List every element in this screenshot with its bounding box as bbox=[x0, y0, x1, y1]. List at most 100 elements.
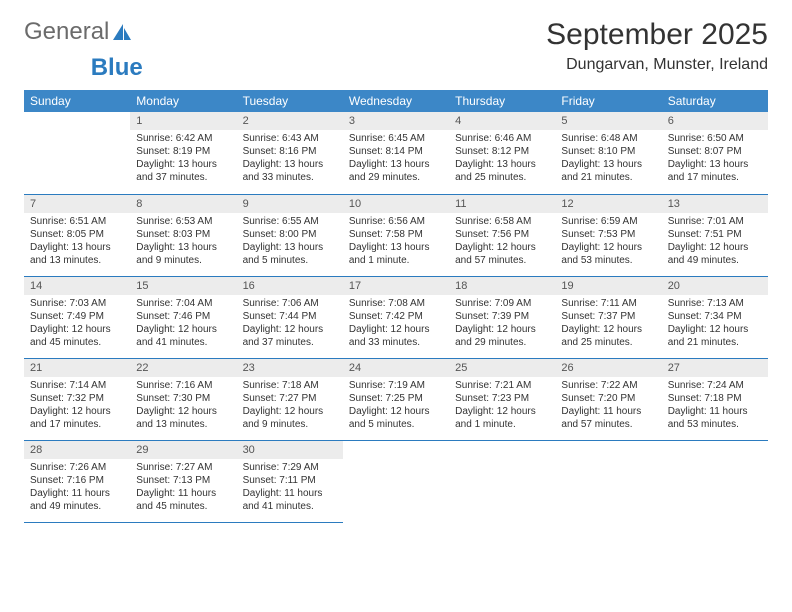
daylight-text: Daylight: 13 hours and 5 minutes. bbox=[243, 241, 337, 267]
sunrise-text: Sunrise: 7:11 AM bbox=[561, 297, 655, 310]
cell-body: Sunrise: 7:24 AMSunset: 7:18 PMDaylight:… bbox=[662, 377, 768, 435]
sunrise-text: Sunrise: 7:26 AM bbox=[30, 461, 124, 474]
day-number: 12 bbox=[555, 195, 661, 213]
sunset-text: Sunset: 7:16 PM bbox=[30, 474, 124, 487]
sunset-text: Sunset: 7:44 PM bbox=[243, 310, 337, 323]
calendar-cell: 10Sunrise: 6:56 AMSunset: 7:58 PMDayligh… bbox=[343, 194, 449, 276]
daylight-text: Daylight: 12 hours and 37 minutes. bbox=[243, 323, 337, 349]
day-number: 30 bbox=[237, 441, 343, 459]
day-number: 27 bbox=[662, 359, 768, 377]
daylight-text: Daylight: 12 hours and 21 minutes. bbox=[668, 323, 762, 349]
weekday-header: Saturday bbox=[662, 90, 768, 112]
day-number: 7 bbox=[24, 195, 130, 213]
calendar-week-row: 28Sunrise: 7:26 AMSunset: 7:16 PMDayligh… bbox=[24, 440, 768, 522]
cell-body: Sunrise: 6:50 AMSunset: 8:07 PMDaylight:… bbox=[662, 130, 768, 188]
cell-body: Sunrise: 7:13 AMSunset: 7:34 PMDaylight:… bbox=[662, 295, 768, 353]
sunrise-text: Sunrise: 6:45 AM bbox=[349, 132, 443, 145]
day-number: 3 bbox=[343, 112, 449, 130]
daylight-text: Daylight: 13 hours and 33 minutes. bbox=[243, 158, 337, 184]
calendar-cell: 9Sunrise: 6:55 AMSunset: 8:00 PMDaylight… bbox=[237, 194, 343, 276]
brand-blue-wrap: GenerBlue bbox=[24, 54, 768, 82]
calendar-cell: 20Sunrise: 7:13 AMSunset: 7:34 PMDayligh… bbox=[662, 276, 768, 358]
daylight-text: Daylight: 13 hours and 29 minutes. bbox=[349, 158, 443, 184]
daylight-text: Daylight: 12 hours and 13 minutes. bbox=[136, 405, 230, 431]
weekday-header: Wednesday bbox=[343, 90, 449, 112]
sunset-text: Sunset: 8:07 PM bbox=[668, 145, 762, 158]
calendar-cell: 16Sunrise: 7:06 AMSunset: 7:44 PMDayligh… bbox=[237, 276, 343, 358]
cell-body: Sunrise: 6:56 AMSunset: 7:58 PMDaylight:… bbox=[343, 213, 449, 271]
day-number: 2 bbox=[237, 112, 343, 130]
daylight-text: Daylight: 12 hours and 17 minutes. bbox=[30, 405, 124, 431]
daylight-text: Daylight: 13 hours and 21 minutes. bbox=[561, 158, 655, 184]
brand-logo: General bbox=[24, 18, 133, 46]
daylight-text: Daylight: 11 hours and 41 minutes. bbox=[243, 487, 337, 513]
sunset-text: Sunset: 8:05 PM bbox=[30, 228, 124, 241]
sunrise-text: Sunrise: 7:13 AM bbox=[668, 297, 762, 310]
daylight-text: Daylight: 12 hours and 45 minutes. bbox=[30, 323, 124, 349]
day-number: 8 bbox=[130, 195, 236, 213]
sunrise-text: Sunrise: 6:42 AM bbox=[136, 132, 230, 145]
sunrise-text: Sunrise: 7:01 AM bbox=[668, 215, 762, 228]
calendar-cell: 6Sunrise: 6:50 AMSunset: 8:07 PMDaylight… bbox=[662, 112, 768, 194]
calendar-cell: 22Sunrise: 7:16 AMSunset: 7:30 PMDayligh… bbox=[130, 358, 236, 440]
sunrise-text: Sunrise: 7:08 AM bbox=[349, 297, 443, 310]
calendar-cell: 30Sunrise: 7:29 AMSunset: 7:11 PMDayligh… bbox=[237, 440, 343, 522]
daylight-text: Daylight: 12 hours and 25 minutes. bbox=[561, 323, 655, 349]
calendar-cell bbox=[24, 112, 130, 194]
day-number: 26 bbox=[555, 359, 661, 377]
calendar-cell bbox=[662, 440, 768, 522]
sunset-text: Sunset: 7:53 PM bbox=[561, 228, 655, 241]
sunset-text: Sunset: 7:25 PM bbox=[349, 392, 443, 405]
sunrise-text: Sunrise: 6:43 AM bbox=[243, 132, 337, 145]
calendar-cell: 12Sunrise: 6:59 AMSunset: 7:53 PMDayligh… bbox=[555, 194, 661, 276]
daylight-text: Daylight: 13 hours and 1 minute. bbox=[349, 241, 443, 267]
weekday-header-row: SundayMondayTuesdayWednesdayThursdayFrid… bbox=[24, 90, 768, 112]
sunrise-text: Sunrise: 7:27 AM bbox=[136, 461, 230, 474]
cell-body: Sunrise: 6:45 AMSunset: 8:14 PMDaylight:… bbox=[343, 130, 449, 188]
daylight-text: Daylight: 11 hours and 49 minutes. bbox=[30, 487, 124, 513]
month-title: September 2025 bbox=[546, 18, 768, 52]
day-number: 13 bbox=[662, 195, 768, 213]
calendar-cell: 11Sunrise: 6:58 AMSunset: 7:56 PMDayligh… bbox=[449, 194, 555, 276]
day-number: 17 bbox=[343, 277, 449, 295]
calendar-cell bbox=[555, 440, 661, 522]
daylight-text: Daylight: 12 hours and 29 minutes. bbox=[455, 323, 549, 349]
calendar-cell: 2 Sunrise: 6:43 AMSunset: 8:16 PMDaylight… bbox=[237, 112, 343, 194]
cell-body: Sunrise: 7:09 AMSunset: 7:39 PMDaylight:… bbox=[449, 295, 555, 353]
calendar-cell: 19 Sunrise: 7:11 AMSunset: 7:37 PMDayligh… bbox=[555, 276, 661, 358]
sunrise-text: Sunrise: 6:55 AM bbox=[243, 215, 337, 228]
calendar-cell: 29Sunrise: 7:27 AMSunset: 7:13 PMDayligh… bbox=[130, 440, 236, 522]
sunrise-text: Sunrise: 7:09 AM bbox=[455, 297, 549, 310]
calendar-cell: 13Sunrise: 7:01 AMSunset: 7:51 PMDayligh… bbox=[662, 194, 768, 276]
daylight-text: Daylight: 11 hours and 53 minutes. bbox=[668, 405, 762, 431]
sunrise-text: Sunrise: 7:14 AM bbox=[30, 379, 124, 392]
daylight-text: Daylight: 12 hours and 49 minutes. bbox=[668, 241, 762, 267]
sunrise-text: Sunrise: 7:19 AM bbox=[349, 379, 443, 392]
calendar-cell: 14Sunrise: 7:03 AMSunset: 7:49 PMDayligh… bbox=[24, 276, 130, 358]
daylight-text: Daylight: 12 hours and 33 minutes. bbox=[349, 323, 443, 349]
sunset-text: Sunset: 7:34 PM bbox=[668, 310, 762, 323]
day-number: 14 bbox=[24, 277, 130, 295]
cell-body: Sunrise: 7:29 AMSunset: 7:11 PMDaylight:… bbox=[237, 459, 343, 517]
calendar-cell: 27Sunrise: 7:24 AMSunset: 7:18 PMDayligh… bbox=[662, 358, 768, 440]
day-number: 19 bbox=[555, 277, 661, 295]
sunset-text: Sunset: 7:37 PM bbox=[561, 310, 655, 323]
calendar-cell bbox=[449, 440, 555, 522]
sunset-text: Sunset: 7:39 PM bbox=[455, 310, 549, 323]
calendar-table: SundayMondayTuesdayWednesdayThursdayFrid… bbox=[24, 90, 768, 523]
sunrise-text: Sunrise: 6:58 AM bbox=[455, 215, 549, 228]
day-number: 22 bbox=[130, 359, 236, 377]
weekday-header: Sunday bbox=[24, 90, 130, 112]
day-number: 21 bbox=[24, 359, 130, 377]
cell-body: Sunrise: 7:01 AMSunset: 7:51 PMDaylight:… bbox=[662, 213, 768, 271]
sunset-text: Sunset: 8:16 PM bbox=[243, 145, 337, 158]
calendar-week-row: 7Sunrise: 6:51 AMSunset: 8:05 PMDaylight… bbox=[24, 194, 768, 276]
cell-body: Sunrise: 7:19 AMSunset: 7:25 PMDaylight:… bbox=[343, 377, 449, 435]
daylight-text: Daylight: 12 hours and 9 minutes. bbox=[243, 405, 337, 431]
daylight-text: Daylight: 12 hours and 53 minutes. bbox=[561, 241, 655, 267]
day-number: 6 bbox=[662, 112, 768, 130]
day-number: 15 bbox=[130, 277, 236, 295]
sunset-text: Sunset: 7:18 PM bbox=[668, 392, 762, 405]
sunrise-text: Sunrise: 7:06 AM bbox=[243, 297, 337, 310]
day-number: 20 bbox=[662, 277, 768, 295]
